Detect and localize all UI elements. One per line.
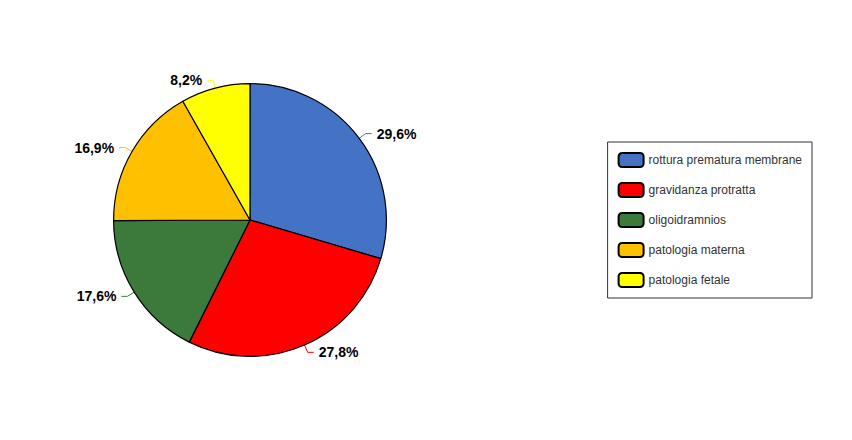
svg-text:17,6%: 17,6%: [77, 288, 117, 304]
svg-text:8,2%: 8,2%: [170, 72, 202, 88]
svg-text:rottura prematura membrane: rottura prematura membrane: [649, 153, 803, 167]
svg-text:patologia materna: patologia materna: [649, 243, 745, 257]
svg-text:29,6%: 29,6%: [377, 126, 417, 142]
svg-text:oligoidramnios: oligoidramnios: [649, 213, 726, 227]
svg-text:patologia fetale: patologia fetale: [649, 273, 731, 287]
svg-text:16,9%: 16,9%: [74, 140, 114, 156]
svg-text:gravidanza protratta: gravidanza protratta: [649, 183, 756, 197]
svg-text:27,8%: 27,8%: [319, 344, 359, 360]
